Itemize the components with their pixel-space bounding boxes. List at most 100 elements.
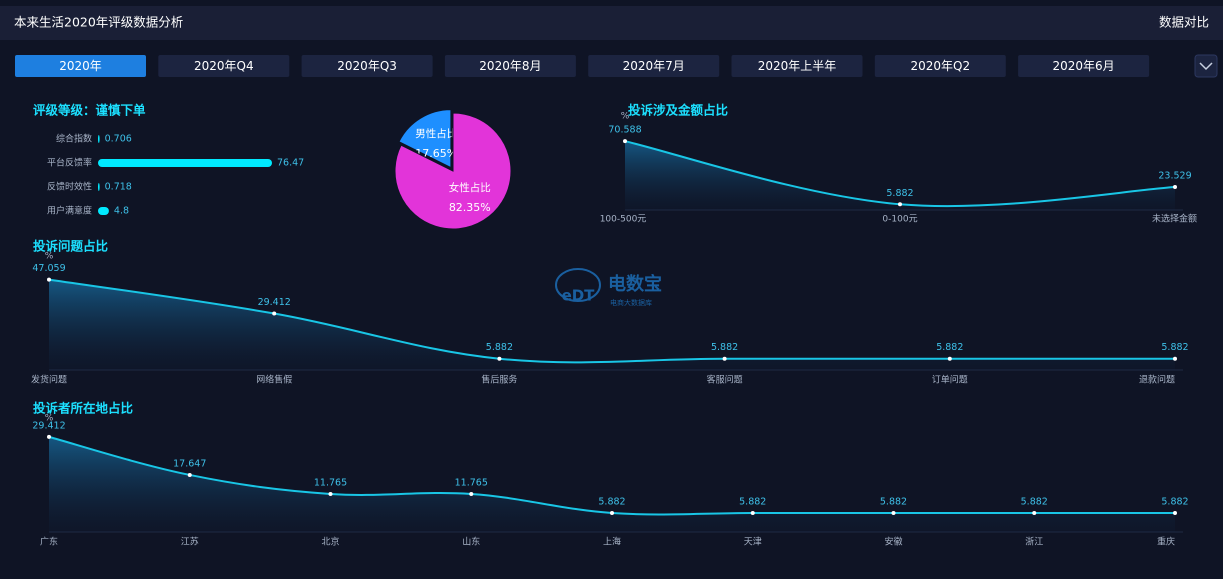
x-tick-label: 浙江 <box>1025 536 1043 548</box>
bar <box>98 207 109 215</box>
tab-box[interactable] <box>1018 55 1150 77</box>
x-tick-label: 重庆 <box>1157 536 1175 548</box>
point-value-label: 5.882 <box>711 342 738 353</box>
point <box>947 356 952 361</box>
pie-label: 男性占比 <box>415 127 457 140</box>
x-tick-label: 订单问题 <box>932 374 968 386</box>
point <box>898 202 902 207</box>
point <box>891 510 896 515</box>
point-value-label: 11.765 <box>455 477 488 488</box>
compare-button[interactable]: 数据对比 <box>1159 15 1209 30</box>
x-tick-label: 100-500元 <box>600 215 647 225</box>
x-tick-label: 山东 <box>462 536 480 548</box>
point-value-label: 70.588 <box>608 125 641 136</box>
bar <box>98 183 100 191</box>
point <box>1032 510 1037 515</box>
x-tick-label: 网络售假 <box>256 374 292 386</box>
tab-box[interactable] <box>874 55 1006 77</box>
area-fill <box>49 436 1175 532</box>
point-value-label: 17.647 <box>173 458 206 469</box>
pie-label: 女性占比 <box>449 181 491 194</box>
point <box>469 491 474 496</box>
tab[interactable]: 2020年 <box>15 55 146 77</box>
bar-category: 用户满意度 <box>47 205 92 217</box>
bar-category: 综合指数 <box>56 133 92 145</box>
tab-label[interactable]: 2020年Q3 <box>337 59 397 73</box>
x-tick-label: 0-100元 <box>882 215 917 225</box>
point <box>187 472 192 477</box>
x-tick-label: 客服问题 <box>707 374 743 386</box>
tab-box[interactable] <box>158 55 290 77</box>
point-value-label: 23.529 <box>1158 171 1191 182</box>
point-value-label: 47.059 <box>32 263 65 274</box>
x-tick-label: 北京 <box>321 536 339 548</box>
point-value-label: 5.882 <box>1161 342 1188 353</box>
watermark-subtitle: 电商大数据库 <box>610 298 652 307</box>
chart-title: 评级等级：谨慎下单 <box>33 103 146 118</box>
point-value-label: 29.412 <box>258 297 291 308</box>
bar-category: 平台反馈率 <box>47 157 92 169</box>
watermark-logo: eDT <box>562 287 596 305</box>
y-axis-unit: % <box>45 252 54 262</box>
tab-box[interactable] <box>731 55 863 77</box>
dropdown-chevron[interactable] <box>1199 62 1213 71</box>
tab[interactable]: 2020年8月 <box>444 55 576 77</box>
dropdown[interactable] <box>1194 54 1218 78</box>
chart-title: 投诉者所在地占比 <box>33 401 134 416</box>
point <box>610 510 614 515</box>
point <box>1173 356 1177 361</box>
point-value-label: 5.882 <box>936 342 963 353</box>
bar-category: 反馈时效性 <box>47 181 92 193</box>
bar-value-label: 76.47 <box>277 158 304 169</box>
x-tick-label: 安徽 <box>884 536 902 548</box>
bar-value-label: 0.718 <box>105 182 132 193</box>
header-title: 本来生活2020年评级数据分析 <box>14 15 183 30</box>
x-tick-label: 未选择金额 <box>1152 213 1197 225</box>
y-axis-unit: % <box>45 414 54 424</box>
tab-label[interactable]: 2020年6月 <box>1053 59 1115 73</box>
point <box>272 311 277 316</box>
point-value-label: 5.882 <box>880 496 907 507</box>
point-value-label: 5.882 <box>886 188 913 199</box>
x-tick-label: 江苏 <box>181 536 199 548</box>
area-fill <box>625 141 1175 210</box>
tab[interactable]: 2020年Q2 <box>874 55 1006 77</box>
tab-label[interactable]: 2020年 <box>59 59 102 73</box>
bar-value-label: 0.706 <box>105 134 132 145</box>
header-bar <box>0 6 1223 40</box>
point-value-label: 5.882 <box>1021 496 1048 507</box>
point-value-label: 5.882 <box>598 496 625 507</box>
tab[interactable]: 2020年Q4 <box>158 55 290 77</box>
tab-box[interactable] <box>444 55 576 77</box>
point-value-label: 5.882 <box>739 496 766 507</box>
tab[interactable]: 2020年6月 <box>1018 55 1150 77</box>
tab-box[interactable] <box>301 55 433 77</box>
tab-label[interactable]: 2020年Q4 <box>194 59 254 73</box>
tab-label[interactable]: 2020年Q2 <box>910 59 970 73</box>
point-value-label: 5.882 <box>1161 496 1188 507</box>
tab-label[interactable]: 2020年上半年 <box>758 59 837 73</box>
tab-box[interactable] <box>15 55 146 77</box>
watermark-cloud <box>555 268 601 302</box>
tab-box[interactable] <box>588 55 720 77</box>
x-tick-label: 上海 <box>603 536 621 548</box>
x-tick-label: 售后服务 <box>481 374 517 386</box>
bar <box>98 135 100 143</box>
chart-title: 投诉涉及金额占比 <box>628 103 729 118</box>
tab-label[interactable]: 2020年7月 <box>623 59 685 73</box>
pie-value-label: 17.65% <box>415 147 457 160</box>
pie-slice <box>398 109 452 169</box>
tab[interactable]: 2020年7月 <box>588 55 720 77</box>
point-value-label: 5.882 <box>486 342 513 353</box>
tab[interactable]: 2020年上半年 <box>731 55 863 77</box>
x-tick-label: 广东 <box>40 536 58 548</box>
chart-title: 投诉问题占比 <box>33 239 109 254</box>
tab-label[interactable]: 2020年8月 <box>479 59 541 73</box>
x-tick-label: 发货问题 <box>31 374 67 386</box>
tab[interactable]: 2020年Q3 <box>301 55 433 77</box>
point <box>750 510 755 515</box>
dropdown-box[interactable] <box>1194 54 1218 78</box>
point <box>1173 510 1177 515</box>
